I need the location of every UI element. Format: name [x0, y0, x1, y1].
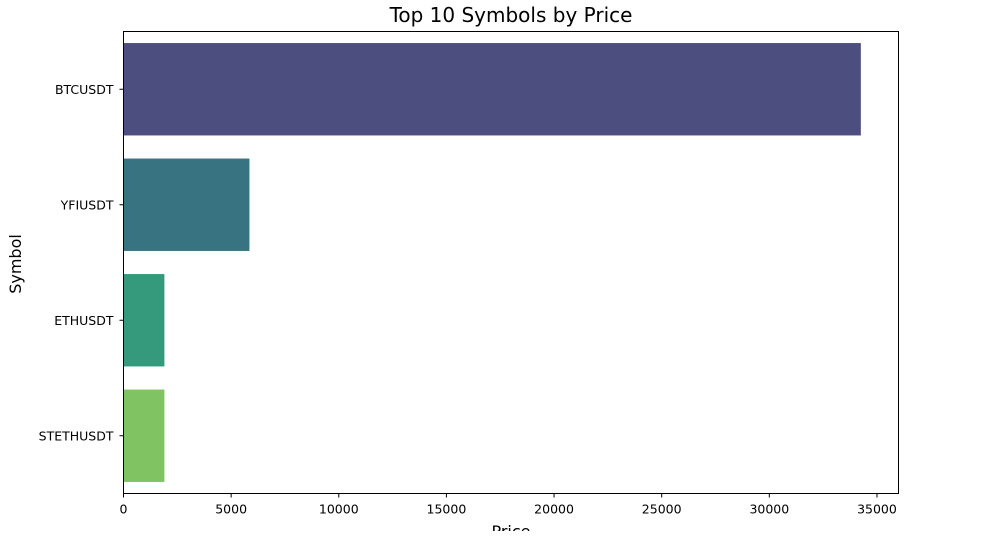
chart-title: Top 10 Symbols by Price — [389, 3, 633, 27]
bar-ethusdt — [123, 274, 165, 367]
x-tick-label: 35000 — [857, 502, 897, 517]
x-axis-ticks: 0 5000 10000 15000 20000 25000 30000 35000 — [120, 493, 897, 517]
x-tick-label: 30000 — [749, 502, 789, 517]
x-axis-label: Price — [491, 522, 530, 531]
y-axis-ticks: BTCUSDT YFIUSDT ETHUSDT STETHUSDT — [39, 82, 124, 443]
bars-group — [123, 43, 861, 482]
y-tick-label: YFIUSDT — [60, 197, 114, 212]
x-tick-label: 20000 — [534, 502, 574, 517]
bar-yfiusdt — [123, 158, 250, 251]
plot-frame — [123, 31, 899, 494]
y-tick-label: STETHUSDT — [39, 428, 114, 443]
x-tick-label: 5000 — [215, 502, 247, 517]
x-tick-label: 0 — [120, 502, 128, 517]
x-tick-label: 25000 — [642, 502, 682, 517]
y-axis-label: Symbol — [6, 234, 25, 294]
x-tick-label: 15000 — [427, 502, 467, 517]
bar-stethusdt — [123, 389, 165, 482]
bar-btcusdt — [123, 43, 861, 136]
x-tick-label: 10000 — [319, 502, 359, 517]
y-tick-label: ETHUSDT — [54, 313, 114, 328]
y-tick-label: BTCUSDT — [55, 82, 114, 97]
